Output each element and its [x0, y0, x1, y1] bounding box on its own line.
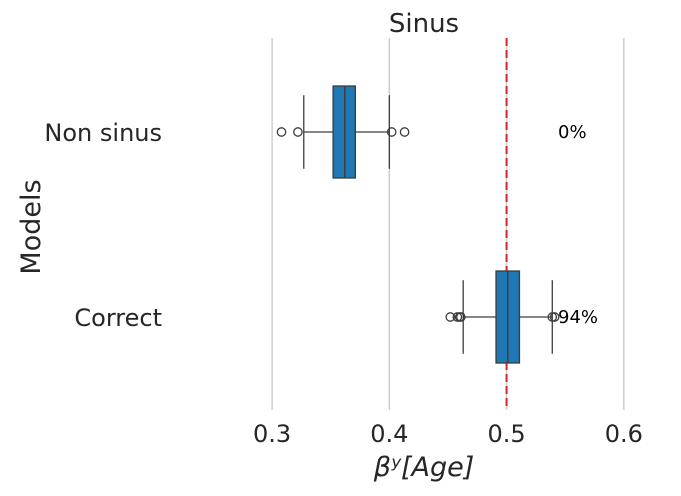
outlier-point-2 [386, 127, 397, 137]
outlier-point-1 [293, 127, 303, 137]
outlier-point-3 [456, 312, 466, 322]
outlier-point-3 [399, 127, 410, 137]
boxes-group [276, 85, 560, 364]
box-group-1 [445, 270, 560, 364]
x-tick-label-2: 0.5 [487, 420, 525, 448]
x-axis-label: βʸ[Age] [373, 452, 475, 483]
x-tick-label-1: 0.4 [370, 420, 408, 448]
chart-title: Sinus [389, 9, 459, 39]
outlier-point-0 [445, 312, 456, 322]
x-tick-label-3: 0.6 [605, 420, 643, 448]
x-tick-label-0: 0.3 [253, 420, 291, 448]
x-tick-labels: 0.3 0.4 0.5 0.6 [253, 420, 643, 448]
gridlines [271, 38, 625, 410]
y-axis-label: Models [16, 179, 47, 274]
outlier-point-0 [276, 127, 287, 137]
box-group-0 [276, 85, 410, 179]
category-label-0: Non sinus [44, 119, 162, 147]
annotation-label-0: 0% [558, 122, 587, 143]
outlier-point-5 [549, 312, 560, 322]
annotations: 0% 94% [558, 122, 598, 328]
annotation-label-1: 94% [558, 307, 598, 328]
category-labels: Non sinus Correct [44, 119, 162, 332]
category-label-1: Correct [74, 304, 162, 332]
